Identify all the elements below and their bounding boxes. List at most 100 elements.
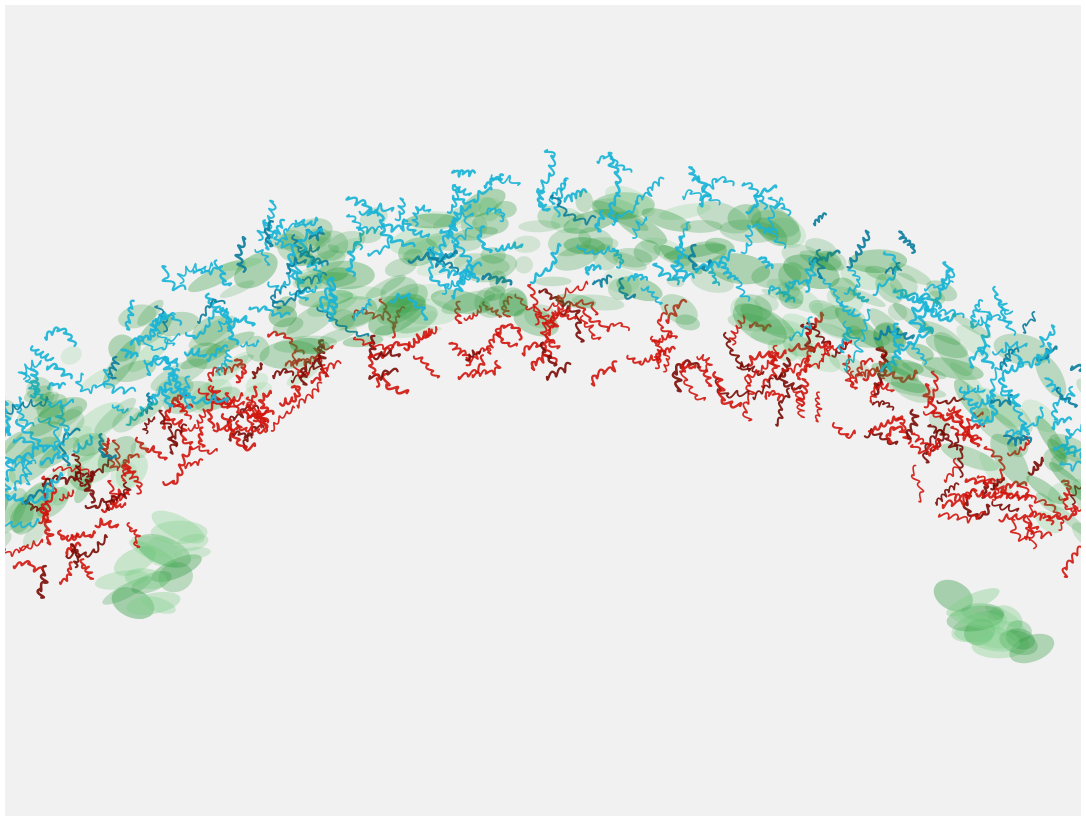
density-blob [1049,461,1081,508]
density-tail-blob [1006,620,1032,643]
density-blob [841,329,891,348]
density-tail-blob [150,520,208,545]
density-blob [846,325,863,340]
cyan-ribbon-strand [852,290,870,303]
density-blob [537,205,571,229]
red-ribbon-strand [781,340,814,374]
cyan-ribbon-strand [924,280,954,292]
density-blob [890,272,918,298]
density-blob [949,362,985,395]
cyan-ribbon-strand [256,199,277,242]
red-ribbon-strand [680,360,707,401]
red-ribbon-strand [352,336,395,350]
density-blob [204,351,250,392]
red-ribbon-strand [947,405,964,419]
density-blob [399,311,437,334]
density-blob [493,200,517,218]
cyan-ribbon-strand [963,384,986,394]
cyan-ribbon-strand [14,418,50,449]
cyan-ribbon-strand [125,395,155,426]
red-ribbon-strand [792,387,805,419]
cyan-ribbon-strand [44,326,77,348]
red-ribbon-strand [233,358,248,384]
red-ribbon-strand [579,315,602,341]
cyan-ribbon-strand [652,262,680,286]
density-blob [781,244,827,271]
cyan-ribbon-strand [183,347,208,358]
density-blob [571,294,625,311]
red-ribbon-strand [296,381,323,409]
red-ribbon-strand [257,389,275,415]
cyan-ribbon-strand [706,260,721,286]
red-ribbon-strand [71,453,82,481]
red-ribbon-strand [77,472,94,487]
cyan-ribbon-strand [891,322,902,348]
red-ribbon-strand [299,360,312,386]
cyan-ribbon-strand [160,368,180,408]
cyan-ribbon-strand [688,165,701,182]
cyan-ribbon-strand [872,251,901,296]
red-ribbon-strand [543,280,589,312]
red-ribbon-strand [991,500,1020,513]
density-blob [376,283,428,325]
density-blob [740,303,796,339]
red-ribbon-strand [990,476,1005,491]
cyan-ribbon-strand [306,263,323,285]
red-ribbon-strand [714,377,750,399]
density-blob [814,322,852,340]
cyan-ribbon-strand [401,218,431,239]
cyan-ribbon-strand [274,222,307,246]
density-tail-blob [151,510,205,544]
red-ribbon-strand [658,349,671,373]
cyan-ribbon-strand [270,284,287,310]
cyan-ribbon-strand [217,315,240,333]
red-ribbon-strand [854,357,874,384]
density-blob [1049,433,1081,465]
density-tail-blob [130,535,183,559]
red-ribbon-strand [820,341,833,362]
red-ribbon-strand [910,432,942,451]
red-ribbon-strand [368,340,411,359]
density-tail-blob [126,591,181,616]
cyan-ribbon-strand [226,314,256,346]
density-blob [327,230,366,254]
cyan-ribbon-strand [299,250,329,266]
red-ribbon-strand [895,416,912,445]
density-blob [33,391,55,411]
density-blob [365,274,406,299]
red-ribbon-strand [245,396,269,434]
red-ribbon-strand [863,428,899,446]
density-blob [829,353,872,379]
cyan-ribbon-strand [162,357,182,389]
cyan-ribbon-strand [367,236,392,257]
cyan-ribbon-strand [563,188,588,203]
cyan-ribbon-strand [896,290,924,305]
red-ribbon-strand [728,314,746,346]
density-blob [515,256,533,274]
red-ribbon-strand [111,439,121,469]
cyan-ribbon-strand [767,285,786,298]
red-ribbon-strand [935,482,960,506]
density-blob [315,230,349,261]
cyan-ribbon-strand [549,194,597,226]
density-blob [653,244,691,267]
cyan-ribbon-strand [380,219,409,233]
cyan-ribbon-strand [758,256,774,270]
density-blob [615,211,668,245]
red-ribbon-strand [84,497,116,510]
density-blob [767,217,807,248]
cyan-ribbon-strand [29,367,41,399]
red-ribbon-strand [698,365,713,388]
red-ribbon-strand [134,436,168,461]
density-blob [368,293,426,336]
density-blob [293,237,331,254]
red-ribbon-strand [465,349,482,362]
density-blob [26,377,52,402]
density-blob [1035,492,1058,513]
red-ribbon-strand [12,560,44,573]
cyan-ribbon-strand [908,300,934,335]
density-tail-blob [113,546,156,576]
density-tail-blob [946,588,1000,617]
cyan-ribbon-strand [1070,423,1081,436]
density-blob [719,219,779,243]
